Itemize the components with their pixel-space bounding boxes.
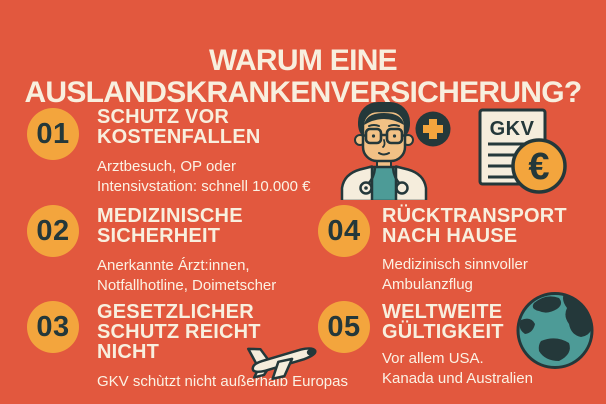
item-heading-sicherheit: MEDIZINISCHE SICHERHEIT (97, 205, 243, 247)
item-heading-kostenfallen: SCHUTZ VOR KOSTENFALLEN (97, 106, 261, 148)
item-body-gesetzlicher: GKV schùtzt nicht außerhalb Europas (97, 373, 348, 390)
euro-symbol: € (528, 146, 549, 188)
item-number-badge-01: 01 (27, 108, 79, 160)
item-heading-weltweit: WELTWEITE GÜLTIGKEIT (382, 301, 504, 343)
globe-icon (516, 292, 594, 369)
item-body-sicherheit: Anerkannte Árzt:innen, Notfallhotline, D… (97, 257, 277, 294)
doctor-icon (340, 102, 428, 200)
item-heading-gesetzlicher: GESETZLICHER SCHUTZ REICHT NICHT (97, 301, 261, 363)
gkv-document-icon: GKV € (478, 108, 567, 194)
item-body-ruecktransport: Medizinisch sinnvoller Ambulanzflug (382, 256, 528, 293)
item-number-badge-03: 03 (27, 301, 79, 353)
gkv-label: GKV (490, 118, 535, 140)
airplane-icon (246, 347, 317, 381)
item-heading-ruecktransport: RÜCKTRANSPORT NACH HAUSE (382, 205, 567, 247)
item-number-badge-05: 05 (318, 301, 370, 353)
euro-coin-icon (511, 138, 567, 194)
page-title: WARUM EINE AUSLANDSKRANKENVERSICHERUNG? (24, 44, 582, 110)
item-number-badge-02: 02 (27, 205, 79, 257)
item-body-kostenfallen: Arztbesuch, OP oder Intensivstation: sch… (97, 158, 311, 195)
medical-plus-icon (415, 111, 451, 147)
item-number-badge-04: 04 (318, 205, 370, 257)
item-body-weltweit: Vor allem USA. Kanada und Australien (382, 350, 533, 387)
